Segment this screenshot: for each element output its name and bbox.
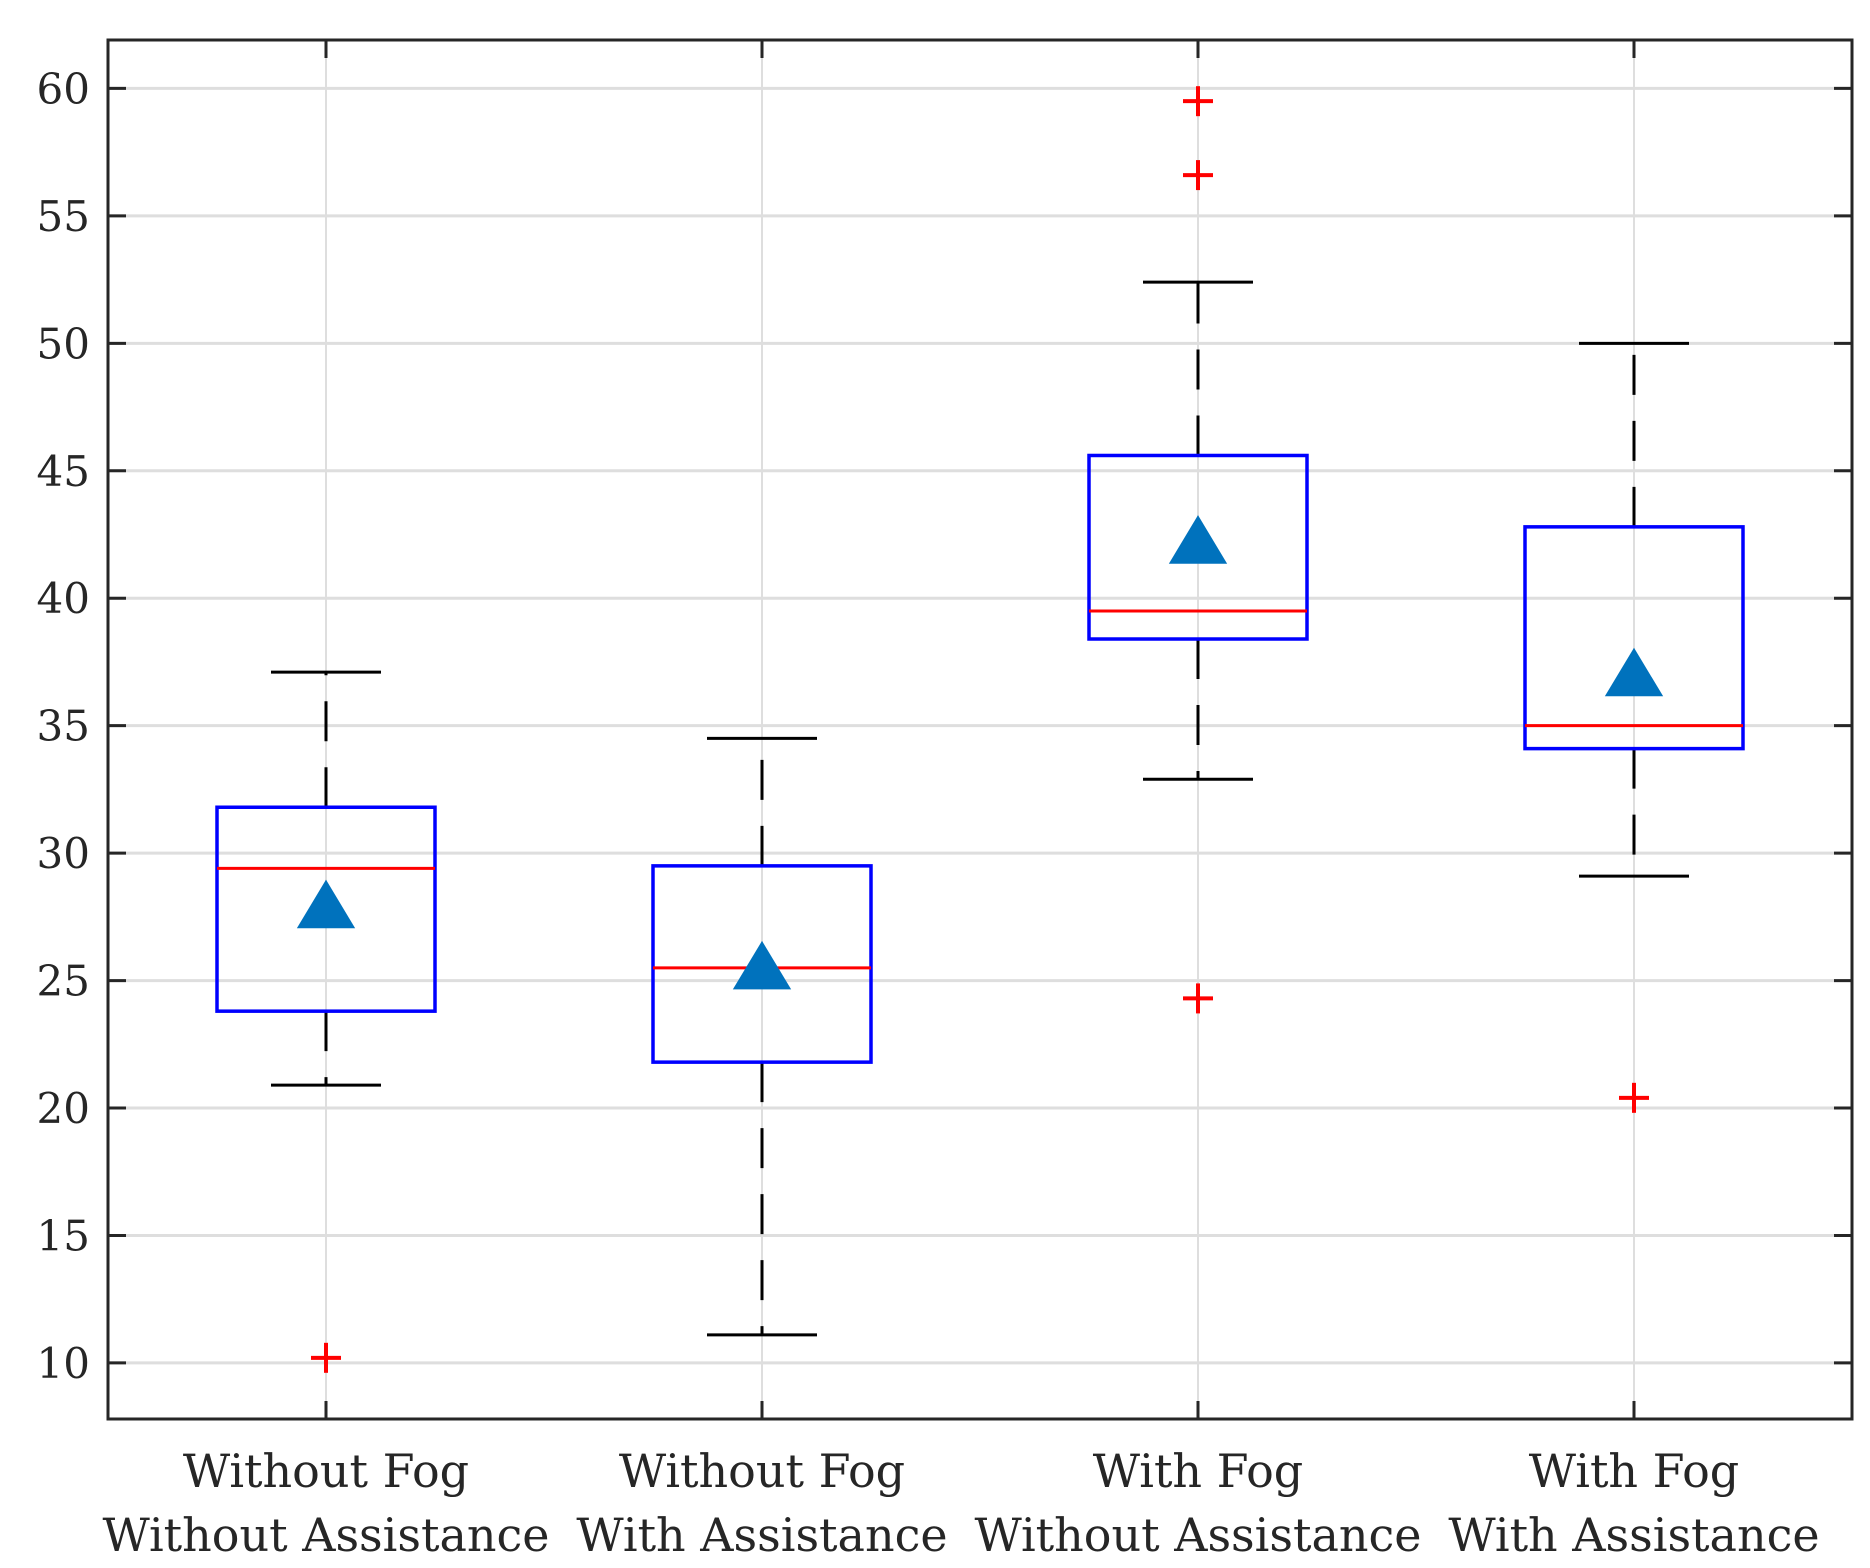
y-tick-label: 60	[37, 64, 90, 113]
iqr-box	[1087, 453, 1309, 641]
box-group	[1087, 86, 1309, 1014]
outlier-marker	[1183, 983, 1213, 1014]
x-tick-label-line1: Without Fog	[619, 1444, 905, 1498]
x-tick-label-line1: With Fog	[1093, 1444, 1303, 1498]
x-tick-label-line2: With Assistance	[1448, 1508, 1819, 1562]
mean-marker	[1604, 647, 1664, 697]
y-tick-label: 25	[37, 957, 90, 1006]
x-tick-label-line2: Without Assistance	[103, 1508, 550, 1562]
iqr-box	[1523, 525, 1745, 751]
y-tick-label: 35	[37, 702, 90, 751]
outlier-marker	[1619, 1082, 1649, 1113]
iqr-box	[651, 864, 873, 1064]
box-group	[651, 736, 873, 1337]
y-tick-label: 30	[37, 829, 90, 878]
x-tick-label-line2: Without Assistance	[975, 1508, 1422, 1562]
mean-marker	[1168, 515, 1228, 564]
axes-frame	[106, 38, 1854, 1421]
y-tick-label: 10	[37, 1339, 90, 1388]
outlier-marker	[1183, 86, 1213, 117]
outlier-marker	[1183, 160, 1213, 191]
x-tick-label-line1: With Fog	[1529, 1444, 1739, 1498]
y-tick-label: 15	[37, 1211, 90, 1260]
y-tick-label: 50	[37, 319, 90, 368]
y-tick-label: 20	[37, 1084, 90, 1133]
x-tick-label-line1: Without Fog	[183, 1444, 469, 1498]
mean-marker	[732, 940, 792, 990]
x-tick-label-line2: With Assistance	[576, 1508, 947, 1562]
y-tick-label: 45	[37, 447, 90, 496]
box-group	[215, 670, 437, 1373]
box-group	[1523, 341, 1745, 1113]
y-tick-label: 55	[37, 192, 90, 241]
mean-marker	[296, 879, 356, 929]
outlier-marker	[311, 1342, 341, 1373]
y-tick-label: 40	[37, 574, 90, 623]
iqr-box	[215, 805, 437, 1013]
